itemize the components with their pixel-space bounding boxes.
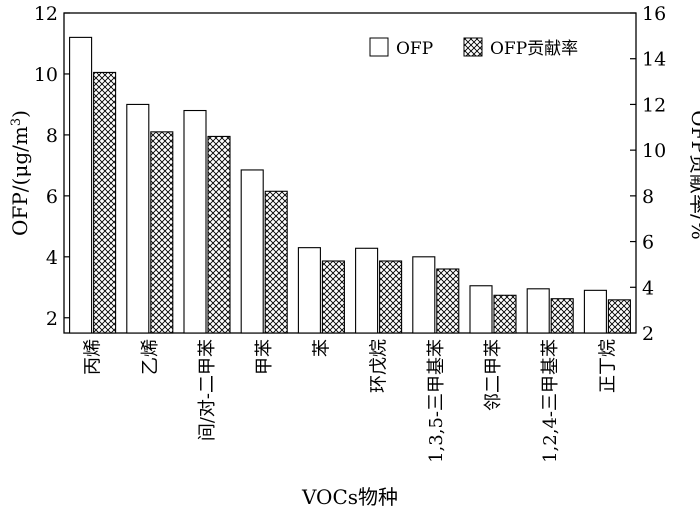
bar-ofp (412, 256, 436, 334)
bar-ofp-contribution (207, 135, 231, 334)
bar-ofp (69, 36, 93, 334)
bar-ofp-contribution (607, 299, 631, 334)
category-label: 正丁烷 (597, 339, 618, 393)
y2-tick-label: 14 (642, 49, 666, 71)
y-tick-label: 12 (34, 3, 58, 25)
bar-ofp (583, 289, 607, 334)
left-axis-ticks: 2 4 6 8 10 12 (34, 3, 70, 330)
category-label: 1,2,4-三甲基苯 (540, 339, 561, 463)
y2-tick-label: 2 (642, 323, 654, 345)
category-label: 甲苯 (254, 339, 275, 375)
category-labels: 丙烯 乙烯 间/对-二甲苯 甲苯 苯 环戊烷 1,3,5-三甲基苯 邻二甲苯 1,2,4-三甲基… (83, 339, 619, 463)
bar-ofp (183, 109, 207, 334)
category-label: 1,3,5-三甲基苯 (426, 339, 447, 463)
bar-ofp (469, 285, 493, 334)
category-label: 间/对-二甲苯 (197, 339, 218, 441)
bar-ofp (526, 288, 550, 334)
y2-axis-label: OFP贡献率/% (687, 110, 700, 239)
y2-tick-label: 12 (642, 94, 666, 116)
bar-ofp (126, 103, 150, 334)
right-axis-ticks: 2 4 6 8 10 12 14 16 (630, 3, 666, 345)
y2-tick-label: 4 (642, 277, 654, 299)
bars (69, 36, 631, 334)
y2-tick-label: 16 (642, 3, 666, 25)
plot-area-frame (63, 12, 637, 334)
bar-ofp-contribution (379, 260, 403, 334)
y-tick-label: 6 (46, 186, 58, 208)
bar-ofp-contribution (264, 190, 288, 334)
y-tick-label: 8 (46, 125, 58, 147)
bar-ofp (355, 247, 379, 334)
category-label: 苯 (311, 339, 332, 357)
y-tick-label: 4 (46, 247, 58, 269)
bar-ofp-contribution (493, 294, 517, 334)
y2-tick-label: 6 (642, 232, 654, 254)
x-axis-label: VOCs物种 (301, 485, 398, 509)
y2-tick-label: 8 (642, 186, 654, 208)
category-label: 乙烯 (140, 339, 161, 375)
category-label: 丙烯 (83, 339, 104, 375)
y-tick-label: 10 (34, 64, 58, 86)
y-tick-label: 2 (46, 308, 58, 330)
legend-label-contribution: OFP贡献率 (490, 39, 578, 59)
y2-tick-label: 10 (642, 140, 666, 162)
bar-ofp-contribution (150, 131, 174, 334)
category-label: 邻二甲苯 (483, 339, 504, 411)
y-axis-label: OFP/(μg/m3) (8, 110, 32, 236)
bar-ofp-contribution (321, 260, 345, 334)
bar-ofp-contribution (436, 268, 460, 334)
legend-label-ofp: OFP (396, 39, 433, 59)
bar-ofp-contribution (550, 298, 574, 334)
bar-ofp (297, 247, 321, 334)
category-label: 环戊烷 (369, 339, 390, 393)
bar-ofp (240, 169, 264, 334)
legend: OFP OFP贡献率 (369, 37, 578, 59)
legend-swatch-ofp (369, 37, 389, 57)
bar-ofp-contribution (93, 71, 117, 334)
legend-swatch-contribution (463, 37, 483, 57)
